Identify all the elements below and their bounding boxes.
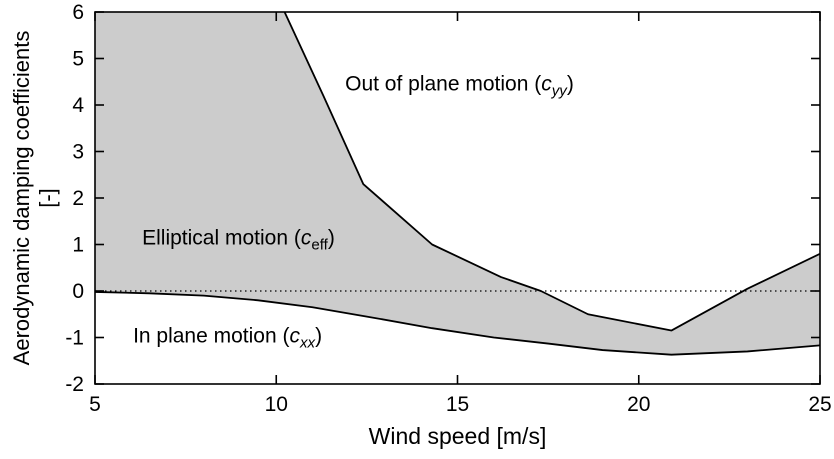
y-tick-label: 2 bbox=[72, 187, 84, 210]
y-tick-label: 4 bbox=[72, 94, 84, 117]
annotation-in-plane: In plane motion (cxx) bbox=[133, 323, 323, 352]
x-tick-label: 10 bbox=[265, 393, 288, 416]
x-tick-label: 25 bbox=[808, 393, 831, 416]
x-tick-label: 15 bbox=[446, 393, 469, 416]
curve-in-plane bbox=[95, 291, 820, 356]
y-tick-label: -1 bbox=[65, 327, 84, 350]
y-tick-label: 1 bbox=[72, 234, 84, 257]
y-axis-label-text: Aerodynamic damping coefficients bbox=[9, 30, 34, 366]
annotation-out-of-plane: Out of plane motion (cyy) bbox=[345, 72, 574, 100]
x-tick-label: 5 bbox=[89, 393, 101, 416]
y-tick-label: 5 bbox=[72, 48, 84, 71]
y-tick-label: 6 bbox=[72, 1, 84, 24]
y-axis-units: [-] bbox=[35, 188, 60, 208]
y-tick-label: 0 bbox=[72, 280, 84, 303]
x-tick-label: 20 bbox=[627, 393, 650, 416]
x-axis-label: Wind speed [m/s] bbox=[368, 423, 547, 449]
shaded-area-elliptical-motion bbox=[95, 12, 820, 355]
y-tick-label: 3 bbox=[72, 141, 84, 164]
curve-out-of-plane bbox=[283, 12, 820, 332]
y-tick-label: -2 bbox=[65, 373, 84, 396]
y-axis-label: Aerodynamic damping coefficients [-] bbox=[9, 12, 63, 384]
annotation-elliptical: Elliptical motion (ceff) bbox=[142, 226, 335, 254]
